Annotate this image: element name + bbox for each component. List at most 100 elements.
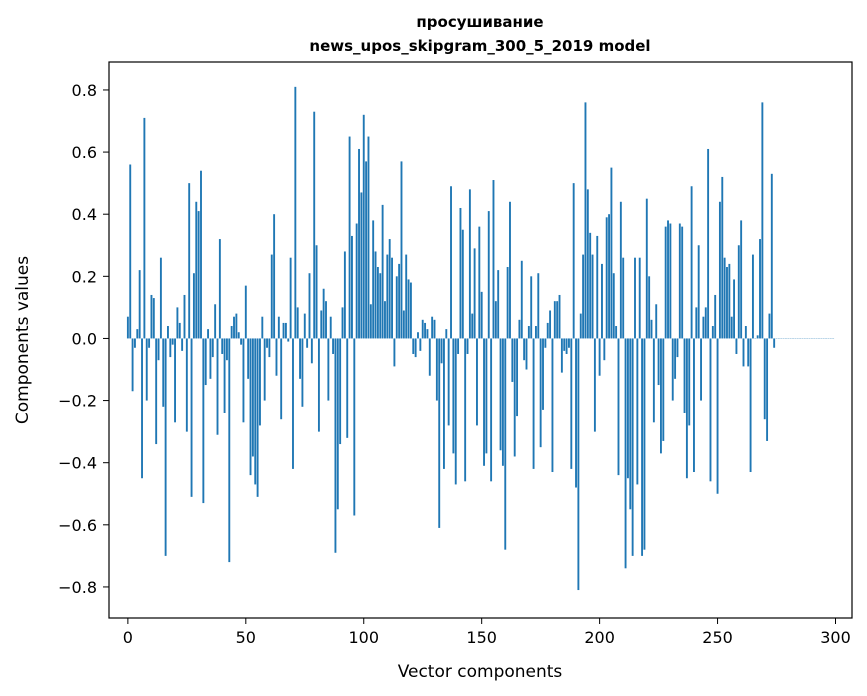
bar xyxy=(513,338,516,457)
bar xyxy=(235,313,238,339)
bar xyxy=(626,338,629,479)
bar xyxy=(221,338,224,354)
bar xyxy=(355,223,358,339)
bar xyxy=(501,338,504,466)
bar xyxy=(558,294,561,339)
y-tick-label: 0.2 xyxy=(72,267,97,286)
bar xyxy=(454,338,457,485)
bar xyxy=(280,338,283,420)
bar xyxy=(759,239,761,339)
bar xyxy=(247,338,250,379)
bar xyxy=(740,220,743,339)
bar xyxy=(622,257,625,339)
x-tick-label: 200 xyxy=(584,628,615,647)
y-tick-label: 0.8 xyxy=(72,81,97,100)
bar xyxy=(468,189,471,339)
bar xyxy=(379,273,382,339)
bar xyxy=(424,322,427,339)
bar xyxy=(275,338,278,376)
bar xyxy=(259,338,261,426)
bar xyxy=(674,338,677,379)
bar xyxy=(148,338,151,348)
bar xyxy=(155,338,158,445)
bar xyxy=(185,338,188,432)
bar xyxy=(766,338,769,441)
x-tick-label: 300 xyxy=(820,628,851,647)
bar xyxy=(188,183,191,339)
bar xyxy=(518,319,521,339)
bar xyxy=(301,338,304,407)
bar xyxy=(539,338,542,448)
bar xyxy=(402,310,405,339)
bar xyxy=(240,338,243,345)
bar xyxy=(478,226,481,339)
bar xyxy=(242,338,245,423)
bar xyxy=(591,254,594,339)
bar xyxy=(157,338,160,361)
bar xyxy=(544,338,547,348)
bar xyxy=(542,338,544,410)
bar xyxy=(490,338,493,482)
bar xyxy=(466,338,469,354)
bar xyxy=(773,338,776,348)
bar xyxy=(225,338,228,361)
bar xyxy=(218,239,221,339)
bar xyxy=(553,301,556,339)
bar xyxy=(546,322,549,339)
bar xyxy=(374,251,377,339)
bar xyxy=(131,338,134,392)
bar xyxy=(641,338,644,556)
bar xyxy=(273,214,276,339)
bar xyxy=(369,304,372,339)
bar xyxy=(570,338,573,469)
bar xyxy=(393,338,396,367)
bar xyxy=(761,102,764,339)
bar xyxy=(485,338,488,454)
x-axis: 0 50 100 150 200 250 300 xyxy=(123,618,851,647)
bar xyxy=(254,338,257,485)
bar xyxy=(537,273,540,339)
bar xyxy=(353,338,356,516)
bar xyxy=(412,338,415,354)
bar xyxy=(143,117,146,339)
bar xyxy=(365,161,368,339)
bar xyxy=(414,338,417,358)
bar xyxy=(419,338,422,351)
bar xyxy=(549,310,552,339)
bar xyxy=(650,319,653,339)
bar xyxy=(358,148,360,339)
bar xyxy=(207,329,210,339)
y-axis-label: Components values xyxy=(13,256,33,424)
bar xyxy=(214,304,217,339)
bar xyxy=(476,338,478,426)
bar xyxy=(183,294,186,339)
bar xyxy=(579,313,582,339)
y-tick-label: 0.4 xyxy=(72,205,97,224)
bar xyxy=(657,338,660,386)
bar xyxy=(174,338,176,423)
bar xyxy=(735,338,738,354)
bar xyxy=(428,338,431,376)
bar xyxy=(317,338,320,432)
bar xyxy=(652,338,655,423)
bar xyxy=(426,329,429,339)
bar xyxy=(688,338,691,426)
bar xyxy=(730,316,733,339)
bar xyxy=(756,335,759,339)
bar xyxy=(308,273,311,339)
bar xyxy=(572,183,575,339)
bar xyxy=(697,245,700,339)
bar xyxy=(643,338,646,550)
bar xyxy=(631,338,634,556)
bar xyxy=(176,307,179,339)
bar xyxy=(619,201,622,339)
bar xyxy=(409,282,412,339)
bar xyxy=(294,86,297,339)
y-tick-label: −0.6 xyxy=(58,516,97,535)
bar xyxy=(348,136,351,339)
bar xyxy=(523,338,526,361)
chart-subtitle: news_upos_skipgram_300_5_2019 model xyxy=(309,37,650,55)
bar xyxy=(711,326,714,339)
bar xyxy=(343,251,346,339)
bar xyxy=(322,288,325,339)
